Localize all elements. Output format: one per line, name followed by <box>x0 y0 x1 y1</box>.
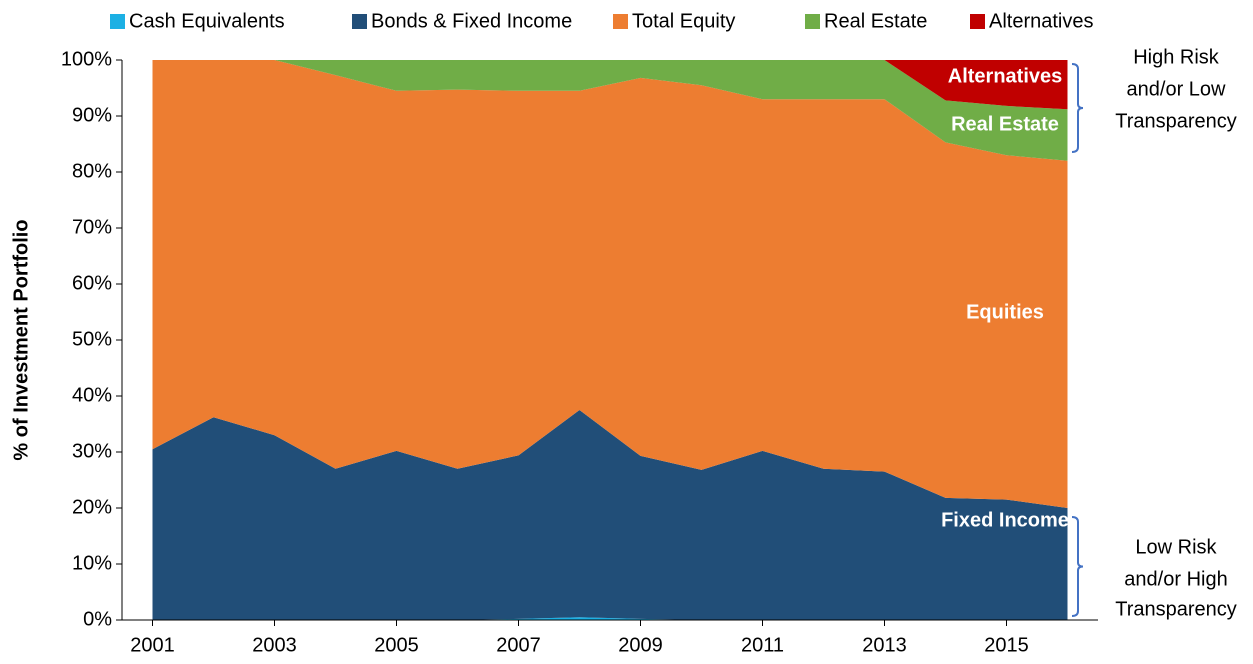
bracket-label: and/or High <box>1124 568 1227 590</box>
legend-swatch <box>352 14 367 29</box>
y-tick-label: 90% <box>72 104 112 126</box>
annotation: Equities <box>966 301 1044 323</box>
bracket-label: Transparency <box>1115 598 1237 620</box>
y-tick-label: 100% <box>61 48 112 70</box>
y-tick-label: 40% <box>72 384 112 406</box>
legend-label: Alternatives <box>989 10 1094 32</box>
bracket-label: Transparency <box>1115 110 1237 132</box>
area <box>152 60 1068 110</box>
x-tick-label: 2003 <box>252 634 297 656</box>
y-tick-label: 20% <box>72 496 112 518</box>
y-axis-title: % of Investment Portfolio <box>10 219 32 460</box>
bracket-label: High Risk <box>1133 46 1220 68</box>
x-tick-label: 2001 <box>130 634 175 656</box>
legend-swatch <box>613 14 628 29</box>
x-tick-label: 2013 <box>862 634 907 656</box>
y-tick-label: 50% <box>72 328 112 350</box>
y-tick-label: 30% <box>72 440 112 462</box>
x-tick-label: 2009 <box>618 634 663 656</box>
y-tick-label: 60% <box>72 272 112 294</box>
y-tick-label: 80% <box>72 160 112 182</box>
bracket-label: Low Risk <box>1135 536 1217 558</box>
bracket-label: and/or Low <box>1127 78 1227 100</box>
y-tick-label: 70% <box>72 216 112 238</box>
x-tick-label: 2005 <box>374 634 419 656</box>
y-tick-label: 0% <box>83 608 112 630</box>
x-tick-label: 2007 <box>496 634 541 656</box>
annotation: Real Estate <box>951 113 1059 135</box>
legend-label: Total Equity <box>632 10 735 32</box>
legend-swatch <box>110 14 125 29</box>
area <box>152 60 1068 161</box>
area <box>152 410 1068 620</box>
legend-swatch <box>970 14 985 29</box>
bracket <box>1071 516 1084 617</box>
legend-label: Cash Equivalents <box>129 10 285 32</box>
bracket <box>1071 63 1084 153</box>
legend-label: Real Estate <box>824 10 927 32</box>
x-tick-label: 2015 <box>984 634 1029 656</box>
legend-label: Bonds & Fixed Income <box>371 10 572 32</box>
y-tick-label: 10% <box>72 552 112 574</box>
area <box>152 60 1068 508</box>
legend-swatch <box>805 14 820 29</box>
x-tick-label: 2011 <box>741 634 784 656</box>
annotation: Fixed Income <box>941 509 1069 531</box>
area <box>152 617 1068 620</box>
annotation: Alternatives <box>948 65 1063 87</box>
